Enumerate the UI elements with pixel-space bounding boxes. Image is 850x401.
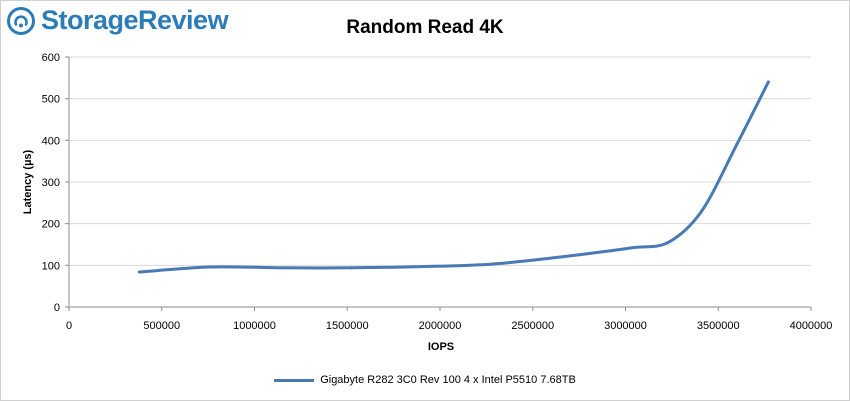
series-lines xyxy=(137,80,770,274)
data-point xyxy=(349,266,353,270)
y-tick-label: 300 xyxy=(42,177,60,189)
legend: Gigabyte R282 3C0 Rev 100 4 x Intel P551… xyxy=(1,374,849,386)
x-tick-label: 500000 xyxy=(143,320,180,332)
data-point xyxy=(490,262,494,266)
x-tick-label: 0 xyxy=(66,320,72,332)
x-tick-label: 3000000 xyxy=(604,320,647,332)
axes xyxy=(65,56,812,311)
legend-label: Gigabyte R282 3C0 Rev 100 4 x Intel P551… xyxy=(320,374,576,386)
x-tick-label: 2000000 xyxy=(419,320,462,332)
brand-logo: StorageReview xyxy=(7,5,229,36)
data-point xyxy=(666,240,670,244)
y-tick-label: 100 xyxy=(42,260,60,272)
x-tick-label: 3500000 xyxy=(697,320,740,332)
brand-name: StorageReview xyxy=(41,5,229,35)
data-point xyxy=(559,255,563,259)
data-point xyxy=(700,209,704,213)
y-tick-label: 0 xyxy=(54,302,60,314)
y-tick-labels: 0 100 200 300 400 500 600 xyxy=(42,52,60,314)
data-point xyxy=(609,249,613,253)
x-tick-label: 1500000 xyxy=(326,320,369,332)
x-tick-label: 2500000 xyxy=(511,320,554,332)
x-tick-label: 4000000 xyxy=(790,320,833,332)
y-tick-label: 400 xyxy=(42,135,60,147)
data-point xyxy=(735,143,739,146)
storagereview-logo-icon xyxy=(7,6,35,35)
y-tick-label: 500 xyxy=(42,94,60,106)
y-axis-title: Latency (µs) xyxy=(22,149,34,214)
x-tick-label: 1000000 xyxy=(233,320,276,332)
chart-title: Random Read 4K xyxy=(346,17,504,38)
x-tick-labels: 0 500000 1000000 1500000 2000000 2500000 30000… xyxy=(66,320,832,332)
data-point xyxy=(137,270,141,274)
data-point xyxy=(633,245,637,249)
data-point xyxy=(208,265,212,269)
data-point xyxy=(280,266,284,270)
y-tick-label: 600 xyxy=(42,52,60,64)
y-tick-label: 200 xyxy=(42,219,60,231)
x-axis-title: IOPS xyxy=(428,341,454,353)
data-point xyxy=(419,265,423,269)
gridlines xyxy=(69,56,811,266)
series-line xyxy=(138,80,770,274)
legend-swatch xyxy=(274,378,315,382)
data-point xyxy=(766,80,770,84)
